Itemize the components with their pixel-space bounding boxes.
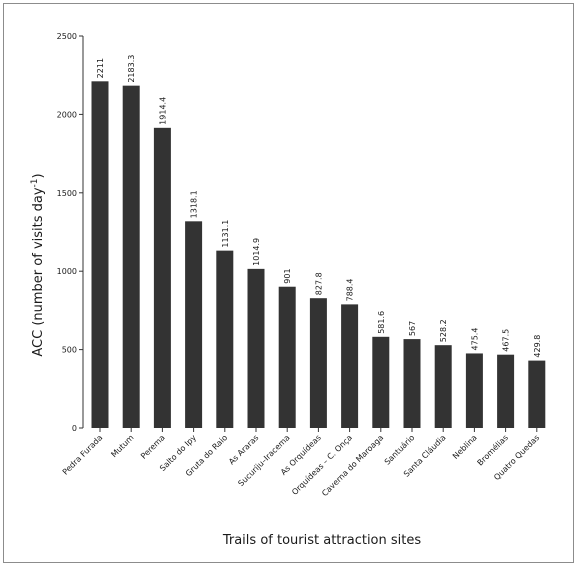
value-label: 1318.1 xyxy=(190,190,199,218)
x-tick-label: Orquídeas – C. Onça xyxy=(290,433,354,497)
bar xyxy=(91,81,109,429)
bar xyxy=(497,354,515,428)
y-axis-label-superscript: -1 xyxy=(30,178,40,187)
value-label: 528.2 xyxy=(439,319,448,342)
bar xyxy=(403,339,421,428)
y-tick-label: 2000 xyxy=(57,110,77,119)
y-axis-label-main: ACC (number of visits day xyxy=(31,187,46,356)
value-label: 2183.3 xyxy=(127,55,136,83)
value-label: 827.8 xyxy=(314,272,323,295)
bar xyxy=(434,345,452,428)
x-tick-label: Mutum xyxy=(109,433,135,459)
x-tick-label: Pedra Furada xyxy=(61,433,105,477)
bar xyxy=(465,353,483,428)
y-tick-label: 500 xyxy=(62,346,77,355)
bar xyxy=(341,304,359,428)
x-tick-label: Perema xyxy=(139,433,167,461)
y-tick-label: 0 xyxy=(72,424,77,433)
value-label: 1014.9 xyxy=(252,238,261,266)
value-label: 1131.1 xyxy=(221,220,230,248)
value-label: 581.6 xyxy=(377,311,386,334)
x-tick-label: Caverna do Maroaga xyxy=(320,433,385,498)
y-axis-label-close: ) xyxy=(31,173,46,178)
value-label: 2211 xyxy=(96,58,105,78)
value-label: 467.5 xyxy=(502,329,511,352)
y-tick-label: 1500 xyxy=(57,189,77,198)
bar xyxy=(278,286,296,428)
bar xyxy=(185,221,203,428)
y-tick-label: 1000 xyxy=(57,267,77,276)
bar xyxy=(372,336,390,428)
bar xyxy=(216,250,234,428)
value-label: 788.4 xyxy=(346,278,355,301)
bar xyxy=(122,85,140,428)
y-axis: 0 500 1000 1500 2000 2500 xyxy=(57,32,84,433)
x-tick-label: Neblina xyxy=(451,433,479,461)
bars xyxy=(91,81,546,429)
value-label: 567 xyxy=(408,321,417,336)
x-tick-label: As Araras xyxy=(227,433,260,466)
bar-chart: 0 500 1000 1500 2000 2500 2211 2183.3 1914.4 131… xyxy=(30,32,546,548)
value-label: 429.8 xyxy=(533,335,542,358)
bar xyxy=(247,268,265,428)
bar xyxy=(153,127,171,428)
y-tick-label: 2500 xyxy=(57,32,77,41)
figure-frame: 0 500 1000 1500 2000 2500 2211 2183.3 1914.4 131… xyxy=(3,3,574,563)
value-label: 1914.4 xyxy=(158,97,167,125)
bar xyxy=(528,360,546,428)
value-label: 901 xyxy=(283,268,292,283)
value-label: 475.4 xyxy=(470,328,479,351)
x-axis-label: Trails of tourist attraction sites xyxy=(222,533,422,548)
y-axis-label: ACC (number of visits day-1) xyxy=(30,173,46,356)
bar xyxy=(309,298,327,428)
value-labels: 2211 2183.3 1914.4 1318.1 1131.1 1014.9 901 827… xyxy=(96,55,542,358)
